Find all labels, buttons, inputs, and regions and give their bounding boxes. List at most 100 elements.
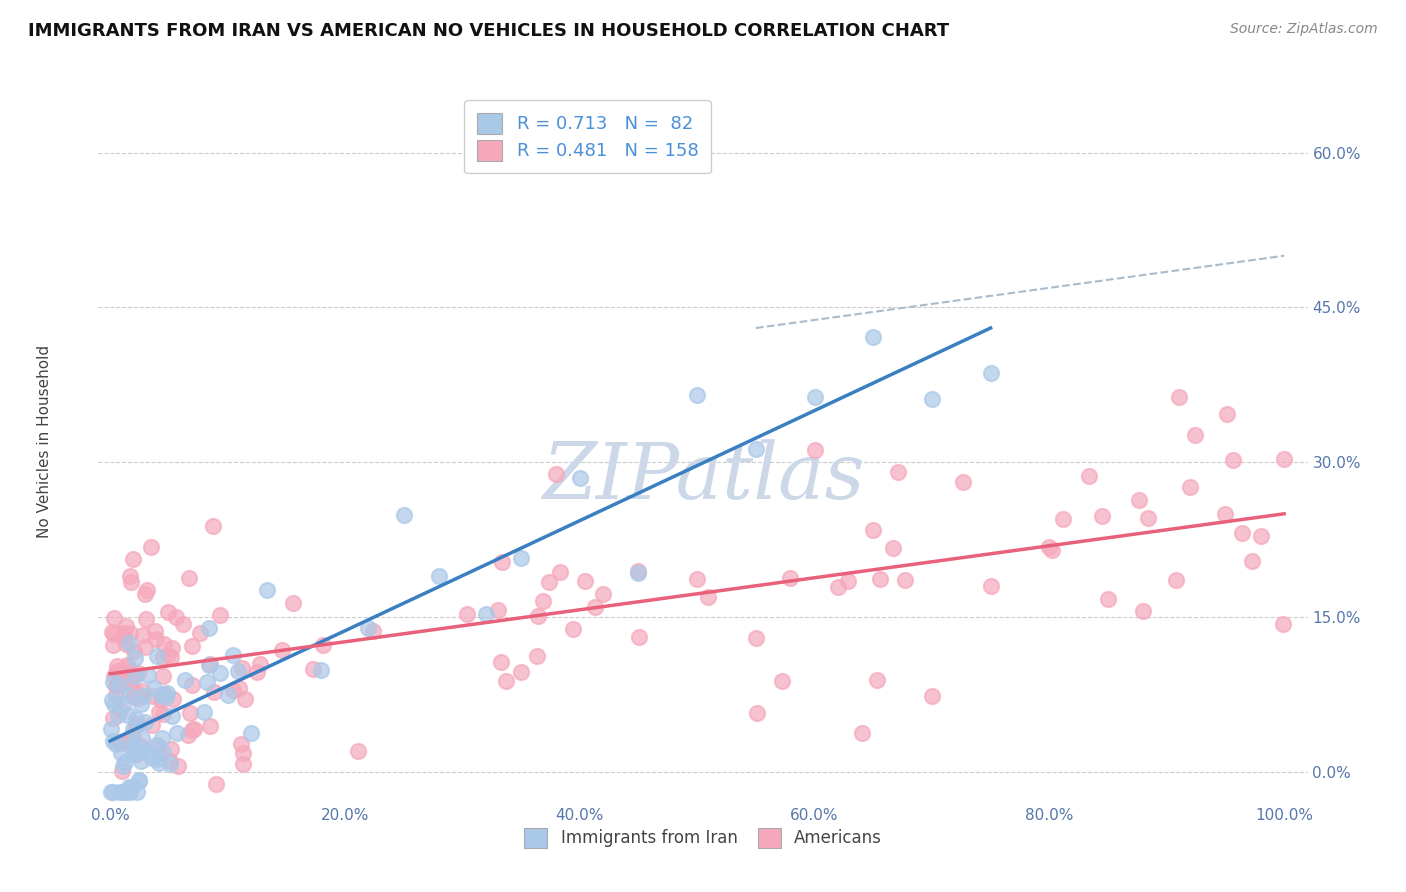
Point [1241,554,1264,568]
Point [124,738,146,752]
Point [228,681,250,696]
Point [1132,604,1154,618]
Point [101,785,124,799]
Point [1215,507,1237,521]
Point [160,649,183,664]
Point [141,750,163,764]
Point [686,387,709,401]
Point [124,651,146,665]
Point [125,686,148,700]
Point [145,632,167,646]
Point [270,642,292,657]
Point [122,747,145,762]
Point [125,717,148,731]
Point [232,747,254,761]
Point [148,705,170,719]
Point [427,568,450,582]
Point [118,688,141,702]
Point [146,739,169,754]
Point [157,605,180,619]
Point [696,590,718,604]
Point [114,756,136,770]
Point [921,392,943,406]
Point [127,716,149,731]
Point [110,703,132,717]
Point [193,705,215,719]
Point [249,657,271,671]
Point [148,756,170,771]
Point [1230,525,1253,540]
Text: No Vehicles in Household: No Vehicles in Household [37,345,52,538]
Point [229,737,252,751]
Point [1180,480,1202,494]
Point [181,723,204,738]
Point [862,330,884,344]
Point [1216,407,1239,421]
Point [202,684,225,698]
Point [150,693,173,707]
Point [526,648,548,663]
Point [136,743,159,757]
Point [131,683,153,698]
Point [118,785,141,799]
Point [190,626,212,640]
Point [202,519,225,533]
Point [127,747,149,761]
Point [198,657,221,671]
Point [110,746,132,760]
Point [246,665,269,679]
Point [803,442,825,457]
Point [167,759,190,773]
Point [531,594,554,608]
Point [152,637,174,651]
Text: IMMIGRANTS FROM IRAN VS AMERICAN NO VEHICLES IN HOUSEHOLD CORRELATION CHART: IMMIGRANTS FROM IRAN VS AMERICAN NO VEHI… [28,22,949,40]
Point [627,566,650,581]
Point [132,690,155,704]
Point [101,692,124,706]
Point [205,776,228,790]
Point [165,610,187,624]
Point [129,739,152,753]
Point [111,764,134,778]
Point [1052,511,1074,525]
Point [527,608,550,623]
Point [108,785,131,799]
Point [121,722,143,736]
Point [128,774,150,789]
Point [111,631,134,645]
Point [112,696,135,710]
Point [1090,508,1112,523]
Point [118,780,141,794]
Point [121,681,143,696]
Point [159,742,181,756]
Point [200,719,222,733]
Point [952,475,974,489]
Point [101,625,124,640]
Point [134,714,156,729]
Point [136,667,159,681]
Point [627,564,650,578]
Point [745,442,768,456]
Point [100,785,122,799]
Point [162,709,184,723]
Point [128,772,150,787]
Point [146,648,169,663]
Point [548,566,571,580]
Point [1040,543,1063,558]
Point [107,707,129,722]
Point [105,737,128,751]
Point [583,600,606,615]
Point [120,574,142,589]
Point [159,754,181,768]
Point [125,712,148,726]
Point [101,711,124,725]
Point [770,674,793,689]
Point [129,744,152,758]
Point [361,624,384,638]
Point [174,673,197,687]
Point [346,744,368,758]
Point [183,722,205,736]
Point [592,587,614,601]
Point [1097,592,1119,607]
Point [120,626,142,640]
